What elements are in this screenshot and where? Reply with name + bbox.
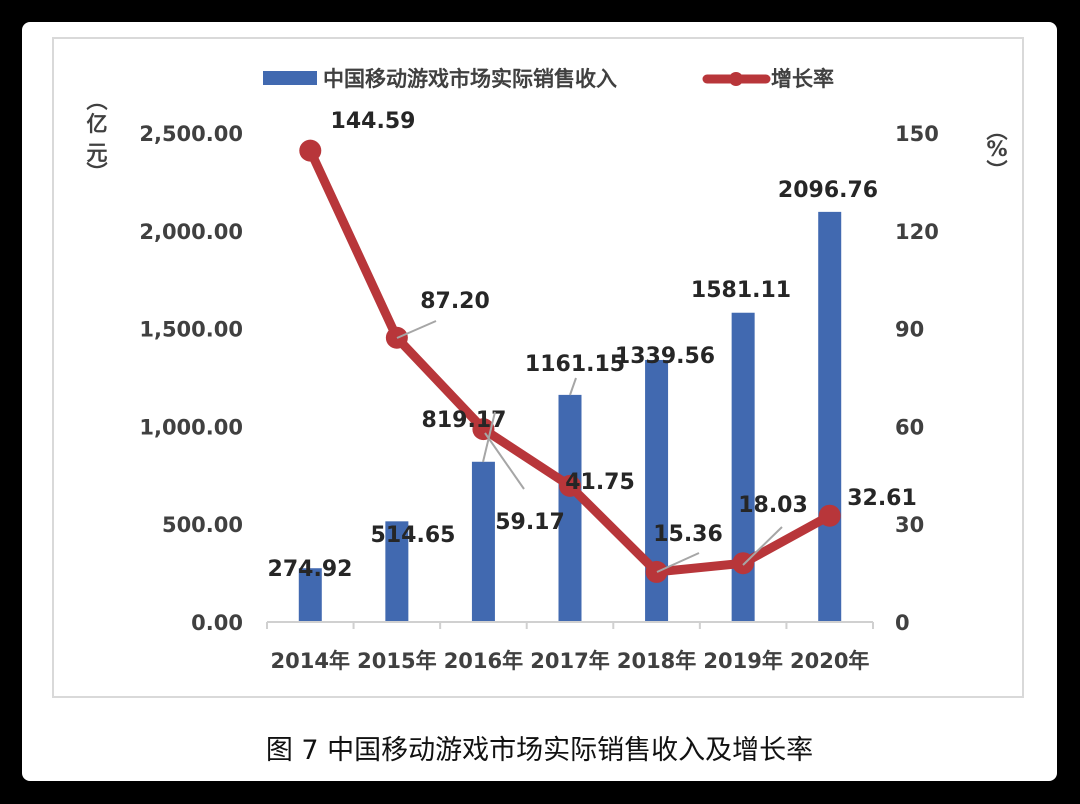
- left-axis-tick: 1,500.00: [139, 318, 243, 342]
- x-axis-label: 2019年: [703, 649, 782, 673]
- revenue-bar: [385, 521, 409, 622]
- combo-chart: 中国移动游戏市场实际销售收入 增长率（亿元）（%）0.00500.001,000.…: [84, 67, 1008, 673]
- left-axis-unit: 元: [87, 141, 108, 165]
- x-axis-label: 2016年: [444, 649, 523, 673]
- x-axis-label: 2014年: [271, 649, 350, 673]
- x-axis-label: 2015年: [357, 649, 436, 673]
- left-axis-unit: （: [84, 90, 108, 111]
- revenue-bar: [298, 568, 322, 622]
- leader-line: [656, 552, 700, 573]
- revenue-bar: [731, 312, 755, 622]
- growth-value-label: 144.59: [331, 109, 416, 134]
- growth-value-label: 32.61: [847, 486, 917, 511]
- right-axis-unit: （: [984, 120, 1008, 141]
- growth-value-label: 59.17: [495, 510, 565, 535]
- leader-line: [569, 377, 577, 396]
- bar-value-label: 1161.15: [525, 352, 625, 377]
- bar-value-label: 514.65: [371, 523, 456, 548]
- growth-marker: [299, 139, 322, 162]
- growth-marker: [559, 474, 581, 497]
- growth-marker: [818, 504, 841, 527]
- growth-value-label: 41.75: [565, 470, 635, 495]
- growth-value-label: 18.03: [738, 493, 808, 518]
- growth-marker: [645, 560, 668, 583]
- right-axis-tick: 120: [895, 220, 939, 244]
- bar-value-label: 2096.76: [778, 178, 878, 203]
- chart-card: 中国移动游戏市场实际销售收入 增长率（亿元）（%） 0.00 500.00 1,000.…: [22, 22, 1057, 781]
- growth-marker: [385, 326, 408, 349]
- bar-value-label: 1581.11: [691, 278, 791, 303]
- right-axis-tick: 30: [895, 513, 924, 537]
- bar-value-label: 274.92: [268, 557, 353, 582]
- right-axis-unit: %: [986, 137, 1007, 161]
- right-axis-tick: 150: [895, 122, 939, 146]
- left-axis-tick: 1,000.00: [139, 415, 243, 439]
- revenue-bar: [818, 211, 842, 622]
- figure-caption: 图 7 中国移动游戏市场实际销售收入及增长率: [265, 735, 814, 766]
- right-axis-tick: 90: [895, 318, 924, 342]
- leader-line: [742, 526, 783, 566]
- growth-value-label: 87.20: [420, 289, 490, 314]
- leader-line: [396, 320, 437, 339]
- legend-growth-label: 增长率: [771, 67, 834, 91]
- x-axis-label: 2017年: [530, 649, 609, 673]
- left-axis-tick: 2,000.00: [139, 220, 243, 244]
- growth-value-label: 15.36: [653, 522, 723, 547]
- x-axis-label: 2018年: [617, 649, 696, 673]
- right-axis-tick: 0: [895, 611, 910, 635]
- growth-marker: [732, 552, 755, 575]
- right-axis-tick: 60: [895, 415, 924, 439]
- leader-line: [484, 432, 525, 490]
- revenue-bar: [645, 359, 669, 622]
- left-axis-unit: ）: [84, 162, 108, 183]
- revenue-bar: [558, 394, 582, 622]
- right-axis-unit: ）: [984, 160, 1008, 181]
- legend-revenue-label: 中国移动游戏市场实际销售收入: [323, 67, 617, 91]
- revenue-bar: [471, 461, 495, 622]
- left-axis-tick: 2,500.00: [139, 122, 243, 146]
- left-axis-tick: 500.00: [162, 513, 243, 537]
- left-axis-tick: 0.00: [191, 611, 243, 635]
- bar-value-label: 1339.56: [615, 344, 715, 369]
- legend-bar-swatch: [263, 71, 317, 85]
- x-axis-label: 2020年: [790, 649, 869, 673]
- legend-line-marker: [729, 72, 743, 86]
- left-axis-unit: 亿: [87, 112, 108, 136]
- chart-frame: [52, 37, 1024, 698]
